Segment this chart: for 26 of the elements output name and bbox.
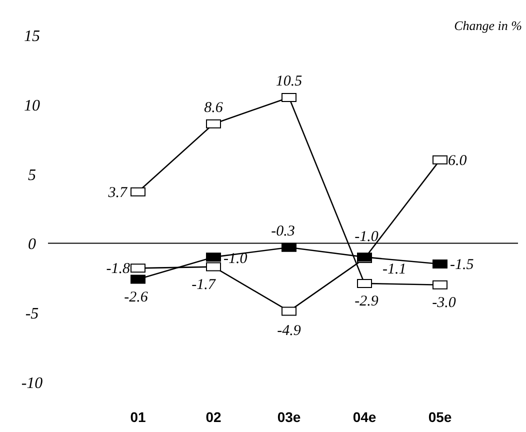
data-label: -1.8 [106,261,130,278]
data-label: -0.3 [271,223,295,240]
x-tick-label: 05e [428,409,452,425]
data-label: 6.0 [448,152,468,169]
x-tick-label: 04e [352,409,376,425]
y-tick-label: 15 [24,28,40,45]
y-axis-title: Change in % [454,18,522,33]
data-label: -1.7 [192,276,217,293]
data-label: 10.5 [276,73,303,90]
y-tick-label: 10 [24,97,40,114]
data-label: -2.9 [354,293,379,310]
x-tick-label: 03e [277,409,301,425]
x-tick-label: 02 [206,409,222,425]
data-label: -3.0 [432,294,456,311]
y-tick-label: 0 [28,236,36,254]
data-label: -4.9 [277,323,302,340]
data-label: 8.6 [204,100,224,116]
data-label: 3.7 [107,184,128,201]
x-tick-label: 01 [130,409,146,425]
data-label: -1.5 [450,257,474,274]
data-label: -1.1 [382,261,406,278]
data-label: -1.0 [354,229,379,246]
data-label: -2.6 [124,289,148,306]
y-tick-label: 5 [28,166,36,184]
y-tick-label: -5 [25,306,39,323]
y-tick-label: -10 [21,375,43,392]
